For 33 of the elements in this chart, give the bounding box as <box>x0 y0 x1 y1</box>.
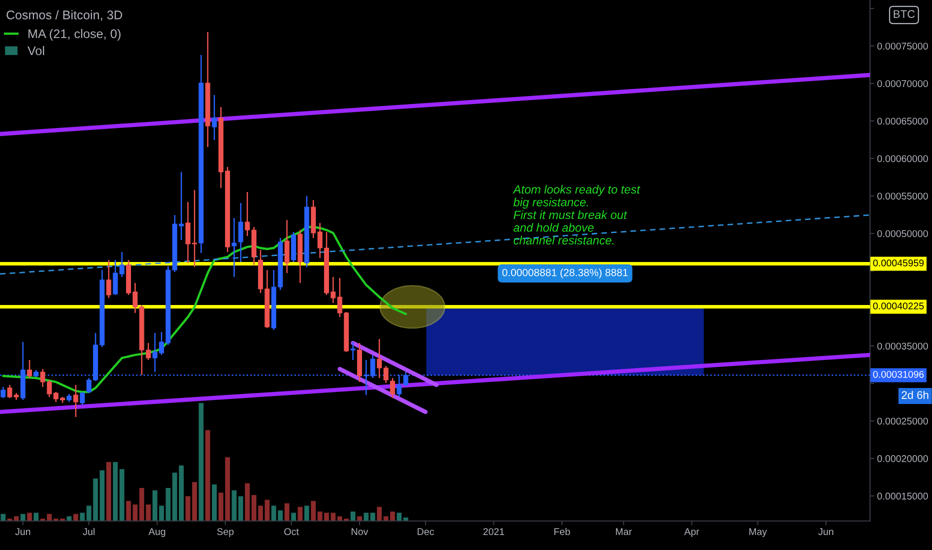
ref-line-label: 0.00040225 <box>873 302 924 310</box>
x-tick-label: Jun <box>15 528 30 536</box>
text: 2d 6h <box>902 390 928 399</box>
x-tick-label: Aug <box>148 528 166 538</box>
y-tick-label: 0.00065000 <box>877 118 928 125</box>
y-tick-label: 0.00060000 <box>877 155 928 162</box>
x-tick-label: May <box>749 528 767 538</box>
y-tick-label: 0.00055000 <box>877 192 928 200</box>
x-tick-label: Feb <box>554 528 570 536</box>
x-tick-label: Apr <box>684 528 700 538</box>
x-tick-label: Dec <box>418 528 434 536</box>
x-tick-label: 2021 <box>483 528 504 536</box>
x-tick-label: Jul <box>82 528 94 536</box>
annotation: Atom looks ready to test big resistance. First it must break out and hold above channel resistance. <box>512 184 640 244</box>
x-tick-label: Jun <box>818 528 834 536</box>
x-tick-label: Oct <box>284 528 299 536</box>
x-tick-label: Mar <box>616 528 632 536</box>
ref-line-label: 0.00031096 <box>873 370 924 378</box>
legend-label: MA (21, close, 0) <box>28 29 121 41</box>
y-tick-label: 0.00075000 <box>877 42 928 50</box>
ref-line-label: 0.00045959 <box>873 259 924 266</box>
y-tick-label: 0.00020000 <box>877 455 928 462</box>
legend-label: Vol <box>28 46 44 56</box>
y-tick-label: 0.00050000 <box>877 230 928 238</box>
text: Cosmos / Bitcoin, 3D <box>6 10 122 21</box>
y-tick-label: 0.00025000 <box>877 418 928 425</box>
y-tick-label: 0.00015000 <box>877 492 928 500</box>
x-tick-label: Sep <box>217 528 234 538</box>
band-label: 0.00008881 (28.38%) 8881 <box>502 268 628 278</box>
text: BTC <box>894 10 915 18</box>
y-tick-label: 0.00035000 <box>877 342 928 350</box>
y-tick-label: 0.00070000 <box>877 80 928 88</box>
x-tick-label: Nov <box>352 528 368 536</box>
